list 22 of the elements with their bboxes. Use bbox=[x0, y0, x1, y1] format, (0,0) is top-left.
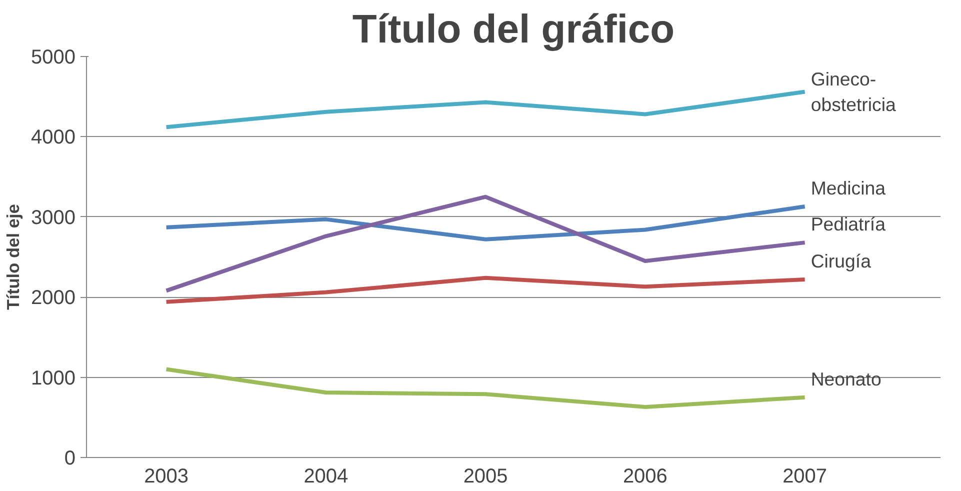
series-label: Cirugía bbox=[810, 250, 872, 272]
y-tick-label: 4000 bbox=[31, 126, 76, 149]
y-tick-label: 0 bbox=[64, 448, 76, 470]
line-series bbox=[164, 90, 807, 130]
y-tick-label: 1000 bbox=[31, 367, 76, 390]
line-series bbox=[164, 367, 807, 409]
y-axis-title: Título del eje bbox=[3, 204, 24, 310]
line-series bbox=[164, 194, 807, 293]
series-label: Medicina bbox=[810, 177, 886, 198]
line-series bbox=[164, 204, 807, 242]
y-tick-label: 3000 bbox=[31, 206, 76, 229]
y-tick-label: 5000 bbox=[31, 46, 76, 68]
y-tick-label: 2000 bbox=[31, 287, 76, 310]
x-tick-label: 2005 bbox=[463, 466, 508, 488]
series-label: Gineco-obstetricia bbox=[810, 68, 896, 115]
x-tick-label: 2004 bbox=[304, 466, 348, 488]
chart-title: Título del gráfico bbox=[352, 8, 675, 52]
line-series bbox=[164, 276, 807, 304]
x-tick-label: 2003 bbox=[144, 466, 189, 488]
x-tick-label: 2006 bbox=[622, 466, 668, 488]
x-tick-label: 2007 bbox=[782, 466, 828, 488]
series-label: Pediatría bbox=[810, 214, 886, 235]
